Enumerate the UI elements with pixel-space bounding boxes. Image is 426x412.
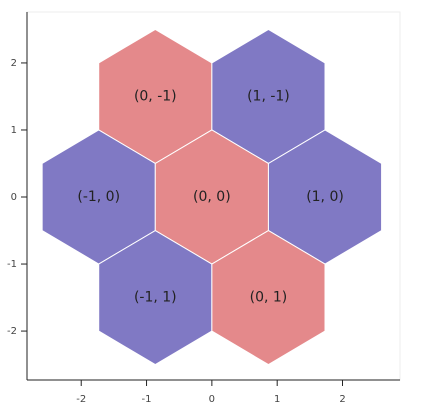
x-tick-label: -1 <box>142 394 152 405</box>
x-tick-label: -2 <box>76 394 86 405</box>
y-tick-label: 1 <box>11 125 17 136</box>
tile-label: (0, 1) <box>250 290 288 306</box>
y-tick-label: -2 <box>7 326 17 337</box>
y-tick-label: 0 <box>11 192 17 203</box>
tile-label: (-1, 1) <box>134 290 177 306</box>
tile-label: (1, -1) <box>247 88 290 104</box>
tile-label: (-1, 0) <box>77 189 120 205</box>
tile-label: (0, 0) <box>193 189 231 205</box>
x-tick-label: 1 <box>274 394 280 405</box>
tile-label: (0, -1) <box>134 88 177 104</box>
x-tick-label: 0 <box>209 394 215 405</box>
y-tick-label: 2 <box>11 58 17 69</box>
tile-label: (1, 0) <box>306 189 344 205</box>
hex-tile <box>211 229 326 366</box>
x-tick-label: 2 <box>339 394 345 405</box>
y-tick-label: -1 <box>7 259 17 270</box>
